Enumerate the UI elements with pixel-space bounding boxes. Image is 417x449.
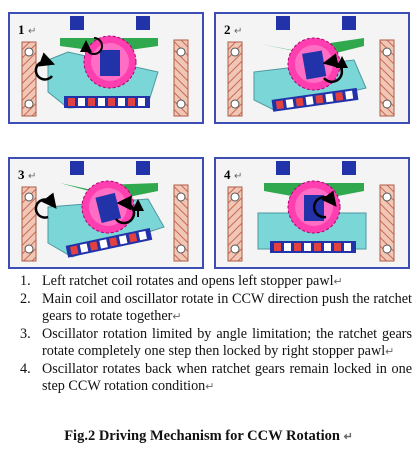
- rotation-arrow: [34, 52, 56, 81]
- panel-step-2: 2 ↵: [214, 12, 410, 124]
- panel-step-1: 1 ↵: [8, 12, 204, 124]
- coil-segments: [68, 98, 145, 106]
- panel-label: 1: [18, 22, 25, 37]
- list-item: 3. Oscillator rotation limited by angle l…: [20, 326, 412, 359]
- panel-step-4: 4 ↵: [214, 157, 410, 269]
- panel-step-3: 3 ↵: [8, 157, 204, 269]
- figure-caption: Fig.2 Driving Mechanism for CCW Rotation…: [64, 428, 353, 444]
- main-coil: [100, 50, 120, 76]
- rail-pin: [24, 99, 34, 109]
- right-rail: [173, 39, 189, 117]
- panel-label: 3: [18, 167, 25, 182]
- panel-label: 2: [224, 22, 231, 37]
- left-rail: [21, 41, 37, 117]
- panel-label: 4: [224, 167, 231, 182]
- step-list: 1. Left ratchet coil rotates and opens le…: [20, 273, 412, 396]
- list-item: 4. Oscillator rotates back when ratchet g…: [20, 361, 412, 394]
- list-item: 1. Left ratchet coil rotates and opens le…: [20, 273, 343, 289]
- svg-text:↵: ↵: [234, 26, 242, 37]
- svg-text:↵: ↵: [28, 171, 36, 182]
- rail-pin: [24, 47, 34, 57]
- svg-text:↵: ↵: [28, 26, 36, 37]
- svg-text:↵: ↵: [234, 171, 242, 182]
- list-item: 2. Main coil and oscillator rotate in CCW…: [20, 291, 412, 324]
- coil-block: [64, 96, 150, 108]
